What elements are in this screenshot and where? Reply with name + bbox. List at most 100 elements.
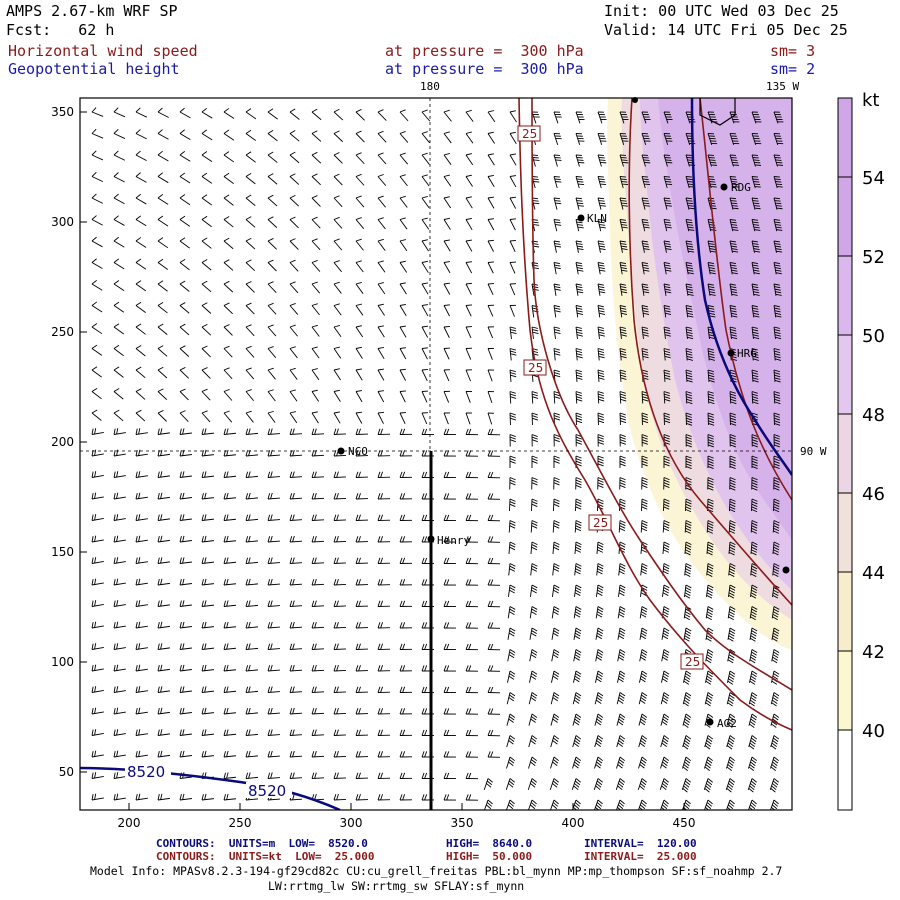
wind-barb [641,133,651,146]
x-tick-label-450: 450 [673,816,696,830]
wind-barb [333,622,347,629]
wind-barb [91,686,104,693]
wind-barb [487,600,501,608]
wind-barb [223,664,236,672]
wind-barb [487,239,495,252]
wind-barb [355,109,365,121]
wind-barb [399,260,408,273]
wind-barb [749,670,758,685]
colorbar-label-42: 42 [862,642,885,663]
wind-barb [443,217,451,230]
wind-barb [616,735,626,748]
wind-barb [641,326,649,339]
wind-barb [377,643,391,650]
wind-barb [487,686,501,694]
wind-barb [616,713,626,726]
speed-contour-top [699,98,736,126]
wind-barb [201,793,214,801]
wind-barb [311,750,325,758]
wind-barb [443,304,451,317]
wind-barb [135,366,146,379]
wind-barb [179,750,192,758]
wind-barb [267,238,277,250]
wind-barb [333,794,347,801]
y-tick-label-150: 150 [51,545,74,559]
wind-barb [113,409,124,422]
footer-height-contours: CONTOURS: UNITS=m LOW= 8520.0 [156,837,368,850]
wind-barb [377,260,386,273]
wind-barb [223,388,233,401]
wind-barb [333,729,347,736]
wind-barb [223,750,236,758]
wind-barb [663,305,672,318]
wind-barb [443,557,457,564]
wind-barb [465,196,473,209]
wind-barb [245,686,258,693]
wind-barb [509,477,516,490]
wind-barb [91,578,104,586]
wind-barb [597,305,606,318]
wind-barb [135,129,147,140]
wind-barb [135,193,147,205]
wind-barb [465,622,479,629]
wind-barb [641,348,649,361]
wind-barb [661,670,670,683]
wind-barb [355,411,363,424]
wind-barb [751,369,759,383]
wind-barb [553,197,562,210]
wind-barb [333,751,347,758]
wind-barb [550,713,560,726]
wind-barb [245,492,258,500]
wind-barb [531,111,540,124]
wind-barb [421,239,429,252]
wind-barb [553,305,561,318]
wind-barb [443,579,457,586]
wind-barb [619,434,626,447]
wind-barb [443,536,457,543]
wind-barb [157,578,170,586]
wind-barb [201,323,212,336]
wind-barb [443,152,452,165]
wind-barb [729,455,736,469]
wind-barb [703,778,713,793]
wind-barb [113,150,125,161]
speed-label-3: 25 [593,516,608,530]
wind-barb [355,622,369,629]
wind-barb [487,557,501,565]
wind-barb [421,347,429,360]
wind-barb [639,649,648,662]
wind-barb [595,627,604,640]
wind-barb [91,150,104,161]
wind-barb [377,428,391,435]
x-tick-label-250: 250 [229,816,252,830]
wind-barb [729,176,739,189]
wind-barb [157,237,169,249]
wind-barb [663,283,672,296]
wind-barb [483,778,493,791]
wind-barb [772,541,780,556]
wind-barb [707,283,716,296]
wind-barb [311,428,325,435]
wind-barb [487,471,501,479]
wind-barb [91,793,104,801]
wind-barb [443,412,451,425]
wind-barb [575,326,583,339]
wind-barb [157,428,170,435]
colorbar-swatch [838,98,852,177]
wind-barb [289,707,303,715]
wind-barb [267,686,280,693]
wind-barb [113,600,126,607]
wind-barb [377,557,391,564]
wind-barb [311,772,325,779]
speed-label-2: 25 [528,361,543,375]
wind-barb [751,197,761,210]
wind-barb [748,756,758,771]
wind-barb [223,428,236,435]
wind-barb [595,649,604,662]
wind-barb [267,367,276,380]
wind-barb [355,152,365,165]
wind-barb [91,301,103,313]
wind-barb [617,670,626,683]
wind-barb [443,347,451,360]
wind-barb [509,412,517,426]
